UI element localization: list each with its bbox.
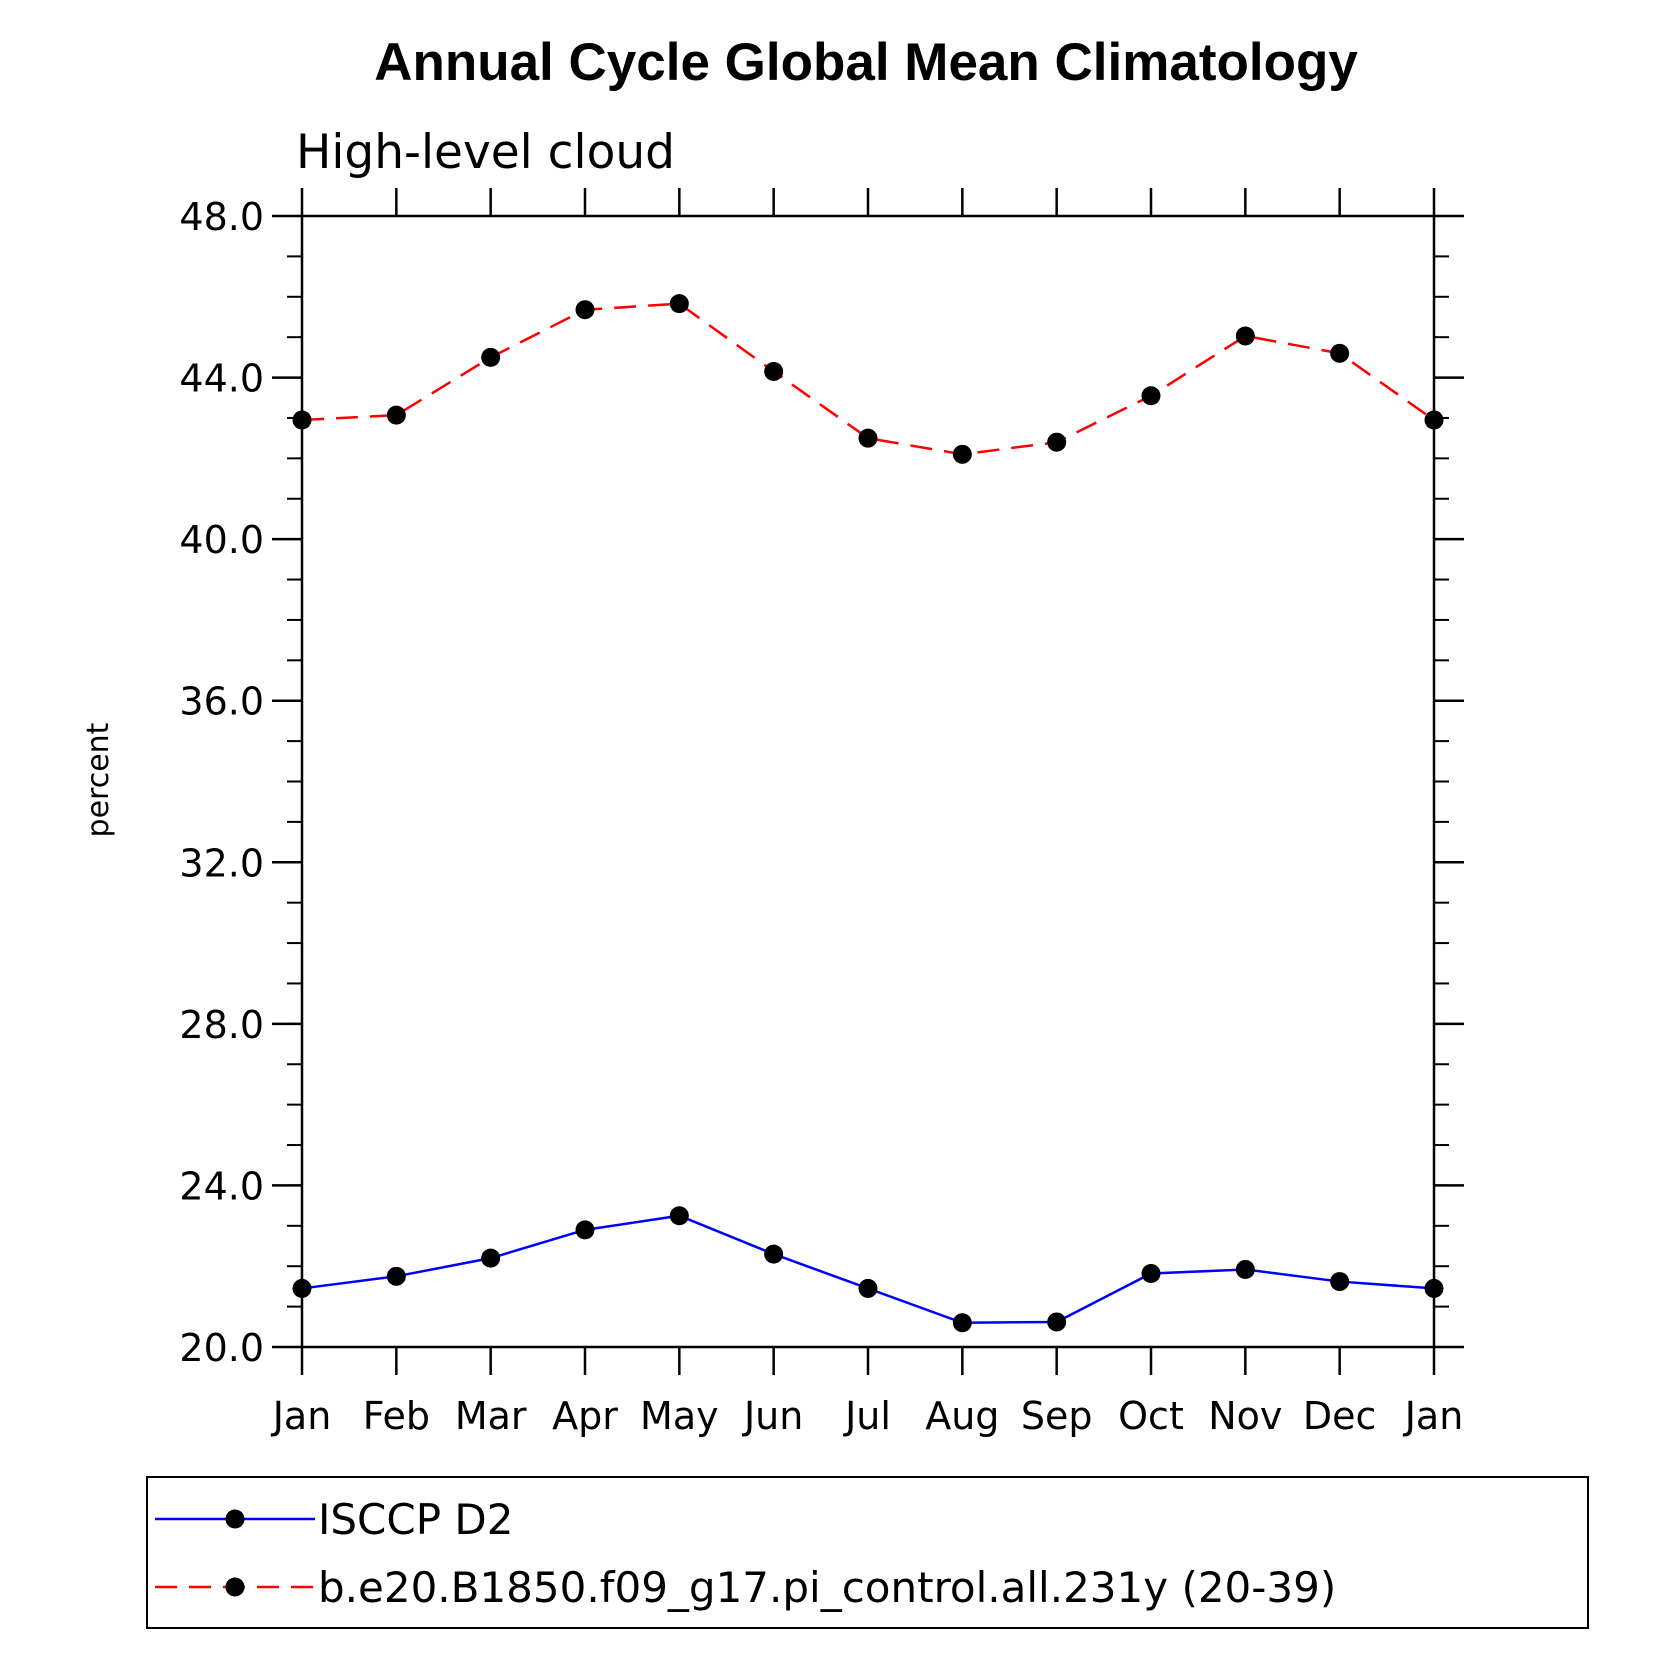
data-point [1330, 1272, 1350, 1292]
x-tick-label: Mar [455, 1394, 527, 1438]
x-tick-label: Jun [742, 1394, 803, 1438]
legend-box [146, 1476, 1589, 1629]
legend-marker [225, 1509, 245, 1529]
y-tick-label: 36.0 [179, 680, 264, 724]
x-tick-label: May [640, 1394, 719, 1438]
x-tick-label: Jan [271, 1394, 332, 1438]
legend-items: ISCCP D2 b.e20.B1850.f09_g17.pi_control.a… [155, 1495, 1336, 1612]
data-point [575, 1220, 595, 1240]
data-point [1047, 432, 1067, 452]
data-point [669, 1206, 689, 1226]
series-1 [292, 294, 1444, 464]
y-axis-label: percent [81, 722, 116, 837]
data-point [764, 1244, 784, 1264]
x-tick-label: Apr [552, 1394, 618, 1438]
y-tick-label: 28.0 [179, 1003, 264, 1047]
legend-label: b.e20.B1850.f09_g17.pi_control.all.231y … [318, 1563, 1336, 1612]
data-point [1235, 1259, 1255, 1279]
series [292, 294, 1444, 1333]
legend-marker [225, 1577, 245, 1597]
data-point [292, 410, 312, 430]
x-tick-label: Jan [1403, 1394, 1464, 1438]
data-point [481, 347, 501, 367]
y-tick-label: 32.0 [179, 841, 264, 885]
x-tick-label: Jul [843, 1394, 891, 1438]
chart-title: Annual Cycle Global Mean Climatology [374, 33, 1358, 92]
x-tick-label: Feb [363, 1394, 430, 1438]
y-tick-label: 20.0 [179, 1326, 264, 1370]
data-point [858, 1278, 878, 1298]
y-tick-label: 24.0 [179, 1164, 264, 1208]
x-tick-label: Oct [1118, 1394, 1184, 1438]
chart-subtitle: High-level cloud [296, 125, 675, 180]
series-0 [292, 1206, 1444, 1333]
plot-frame [300, 214, 1436, 1349]
y-tick-label: 44.0 [179, 357, 264, 401]
data-point [386, 405, 406, 425]
data-point [1424, 1278, 1444, 1298]
x-tick-label: Nov [1208, 1394, 1282, 1438]
data-point [952, 444, 972, 464]
data-point [952, 1313, 972, 1333]
series-line [301, 1214, 1435, 1325]
y-tick-label: 48.0 [179, 195, 264, 239]
legend-label: ISCCP D2 [318, 1495, 513, 1544]
legend: ISCCP D2 b.e20.B1850.f09_g17.pi_control.a… [146, 1476, 1589, 1629]
data-point [1141, 386, 1161, 406]
data-point [575, 300, 595, 320]
data-point [386, 1266, 406, 1286]
data-point [292, 1278, 312, 1298]
data-point [1330, 343, 1350, 363]
data-point [1141, 1263, 1161, 1283]
data-point [858, 428, 878, 448]
data-point [764, 362, 784, 382]
data-point [1047, 1312, 1067, 1332]
x-tick-label: Aug [925, 1394, 999, 1438]
data-point [1235, 326, 1255, 346]
data-point [669, 294, 689, 314]
axes: 20.0 24.0 28.0 32.0 36.0 40.0 44.0 48.0 Jan Feb Ma… [179, 188, 1464, 1438]
x-tick-label: Sep [1021, 1394, 1093, 1438]
y-tick-label: 40.0 [179, 518, 264, 562]
x-tick-label: Dec [1303, 1394, 1377, 1438]
data-point [1424, 410, 1444, 430]
data-point [481, 1248, 501, 1268]
